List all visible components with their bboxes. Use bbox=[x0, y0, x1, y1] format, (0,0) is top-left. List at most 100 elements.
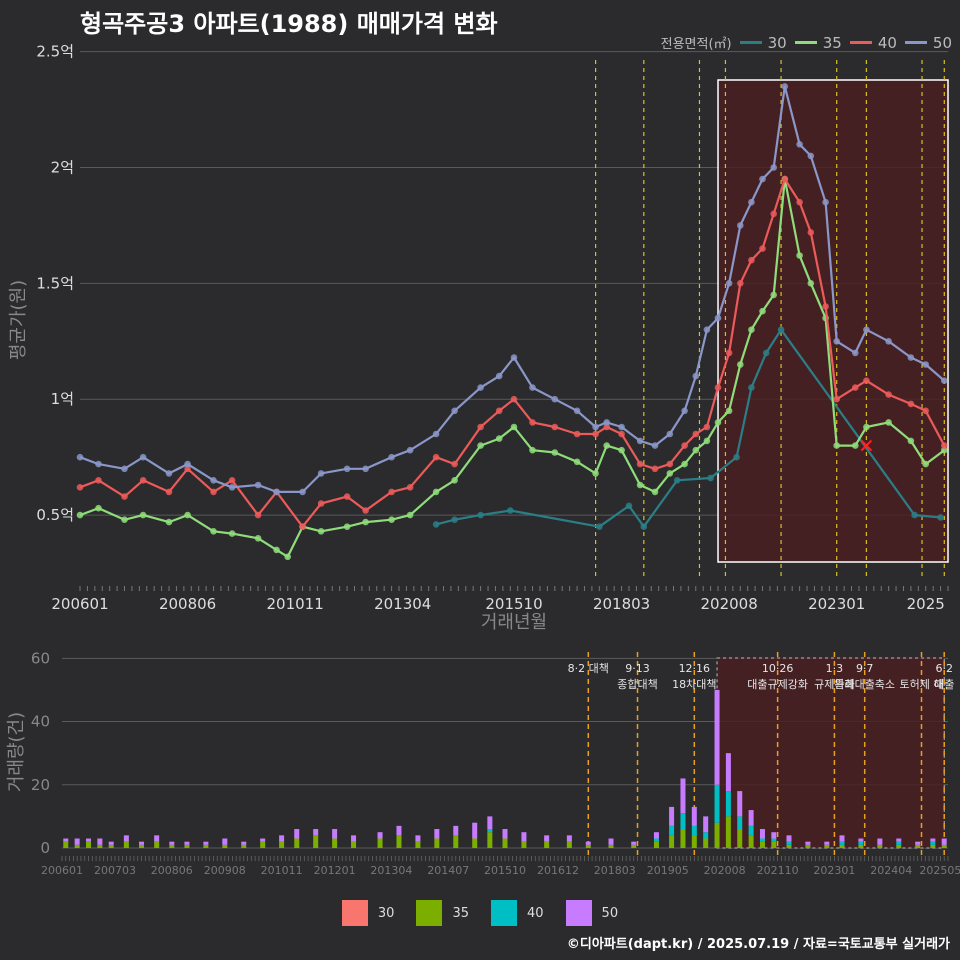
volume-x-tick-label: 202008 bbox=[704, 864, 746, 877]
price-point-40 bbox=[573, 430, 581, 438]
price-point-40 bbox=[759, 245, 766, 252]
volume-policy-label: 규제완화 bbox=[814, 678, 854, 691]
price-point-35 bbox=[273, 546, 280, 554]
volume-x-tick-label: 202301 bbox=[813, 864, 855, 877]
price-point-40 bbox=[495, 407, 503, 415]
volume-bar-40 bbox=[759, 838, 765, 842]
volume-x-tick-label: 202110 bbox=[757, 864, 799, 877]
price-point-40 bbox=[432, 453, 440, 461]
volume-bar-40 bbox=[680, 813, 686, 830]
price-point-50 bbox=[573, 407, 581, 415]
volume-legend-swatch-30 bbox=[341, 900, 368, 926]
volume-bar-50 bbox=[487, 816, 493, 830]
price-point-35 bbox=[76, 511, 84, 519]
price-point-40 bbox=[737, 280, 744, 287]
price-point-30 bbox=[673, 477, 681, 484]
price-point-50 bbox=[759, 175, 766, 183]
volume-y-tick-label: 60 bbox=[31, 649, 50, 667]
volume-bar-35 bbox=[260, 841, 266, 848]
price-point-40 bbox=[807, 229, 815, 236]
price-point-40 bbox=[362, 507, 369, 514]
volume-legend-swatch-35 bbox=[416, 900, 443, 926]
volume-bar-35 bbox=[805, 844, 811, 848]
price-point-40 bbox=[885, 391, 892, 398]
legend-swatch-40 bbox=[849, 41, 872, 44]
price-point-50 bbox=[165, 470, 173, 477]
volume-bar-50 bbox=[748, 810, 754, 826]
price-point-50 bbox=[603, 419, 610, 426]
price-x-axis-title: 거래년월 bbox=[481, 612, 547, 633]
volume-bar-50 bbox=[896, 838, 902, 842]
price-point-35 bbox=[254, 535, 262, 542]
price-point-35 bbox=[941, 446, 948, 454]
volume-bar-35 bbox=[915, 844, 921, 848]
price-point-50 bbox=[781, 83, 789, 90]
volume-x-tick-label: 200806 bbox=[151, 864, 193, 877]
volume-legend-swatch-40 bbox=[491, 900, 517, 926]
price-point-40 bbox=[254, 511, 262, 519]
price-point-50 bbox=[95, 460, 102, 468]
volume-bar-40 bbox=[839, 841, 845, 845]
volume-bar-50 bbox=[260, 838, 266, 842]
volume-bar-50 bbox=[725, 753, 731, 792]
price-point-50 bbox=[852, 349, 859, 357]
volume-bar-50 bbox=[169, 841, 175, 845]
price-point-35 bbox=[477, 442, 484, 449]
price-point-35 bbox=[551, 449, 559, 456]
price-point-50 bbox=[807, 152, 815, 160]
volume-bar-35 bbox=[653, 841, 659, 848]
price-point-40 bbox=[529, 419, 536, 426]
volume-bar-40 bbox=[487, 829, 493, 833]
price-point-50 bbox=[76, 453, 84, 461]
price-point-35 bbox=[807, 280, 815, 287]
volume-bar-40 bbox=[714, 784, 720, 823]
price-point-50 bbox=[796, 141, 803, 148]
price-point-35 bbox=[284, 553, 292, 561]
volume-bar-50 bbox=[737, 791, 743, 817]
price-point-40 bbox=[725, 349, 733, 357]
volume-bar-35 bbox=[608, 844, 614, 848]
price-point-35 bbox=[184, 511, 191, 519]
volume-bar-35 bbox=[139, 844, 145, 848]
volume-legend-item-35: 35 bbox=[416, 900, 469, 926]
volume-policy-label: 종합대책 bbox=[617, 678, 657, 691]
volume-bar-40 bbox=[896, 841, 902, 845]
legend-swatch-30 bbox=[739, 41, 762, 44]
price-point-35 bbox=[636, 481, 644, 489]
price-point-50 bbox=[254, 481, 262, 489]
volume-bar-35 bbox=[294, 838, 300, 848]
price-x-tick-label: 201304 bbox=[374, 595, 431, 613]
price-point-35 bbox=[703, 437, 711, 445]
price-point-30 bbox=[777, 326, 785, 334]
price-point-40 bbox=[852, 384, 859, 391]
volume-policy-label: 18차대책 bbox=[672, 678, 716, 691]
volume-bar-50 bbox=[786, 835, 792, 842]
price-point-35 bbox=[603, 442, 610, 449]
volume-bar-35 bbox=[123, 841, 129, 848]
price-point-40 bbox=[139, 477, 147, 484]
price-point-35 bbox=[737, 361, 744, 368]
price-point-40 bbox=[510, 395, 518, 403]
price-point-35 bbox=[681, 460, 688, 468]
volume-bar-40 bbox=[691, 825, 697, 836]
volume-bar-50 bbox=[313, 829, 319, 836]
volume-bar-35 bbox=[930, 844, 936, 848]
volume-bar-35 bbox=[472, 838, 478, 848]
volume-bar-50 bbox=[839, 835, 845, 842]
price-point-35 bbox=[451, 477, 458, 484]
volume-x-tick-label: 200908 bbox=[204, 864, 246, 877]
volume-legend-item-30: 30 bbox=[341, 900, 394, 926]
price-point-35 bbox=[95, 504, 102, 512]
volume-bar-50 bbox=[544, 835, 550, 842]
price-point-50 bbox=[529, 384, 536, 391]
volume-bar-35 bbox=[824, 844, 830, 848]
volume-policy-label: 12·16 bbox=[679, 662, 711, 675]
price-point-30 bbox=[477, 511, 484, 519]
price-point-50 bbox=[121, 465, 128, 473]
volume-legend-swatch-50 bbox=[565, 900, 592, 926]
volume-bar-50 bbox=[184, 841, 190, 845]
price-point-50 bbox=[618, 423, 625, 431]
volume-policy-label: 대출규제강화 bbox=[747, 678, 808, 691]
volume-y-tick-label: 20 bbox=[31, 776, 50, 794]
price-point-50 bbox=[863, 326, 870, 334]
